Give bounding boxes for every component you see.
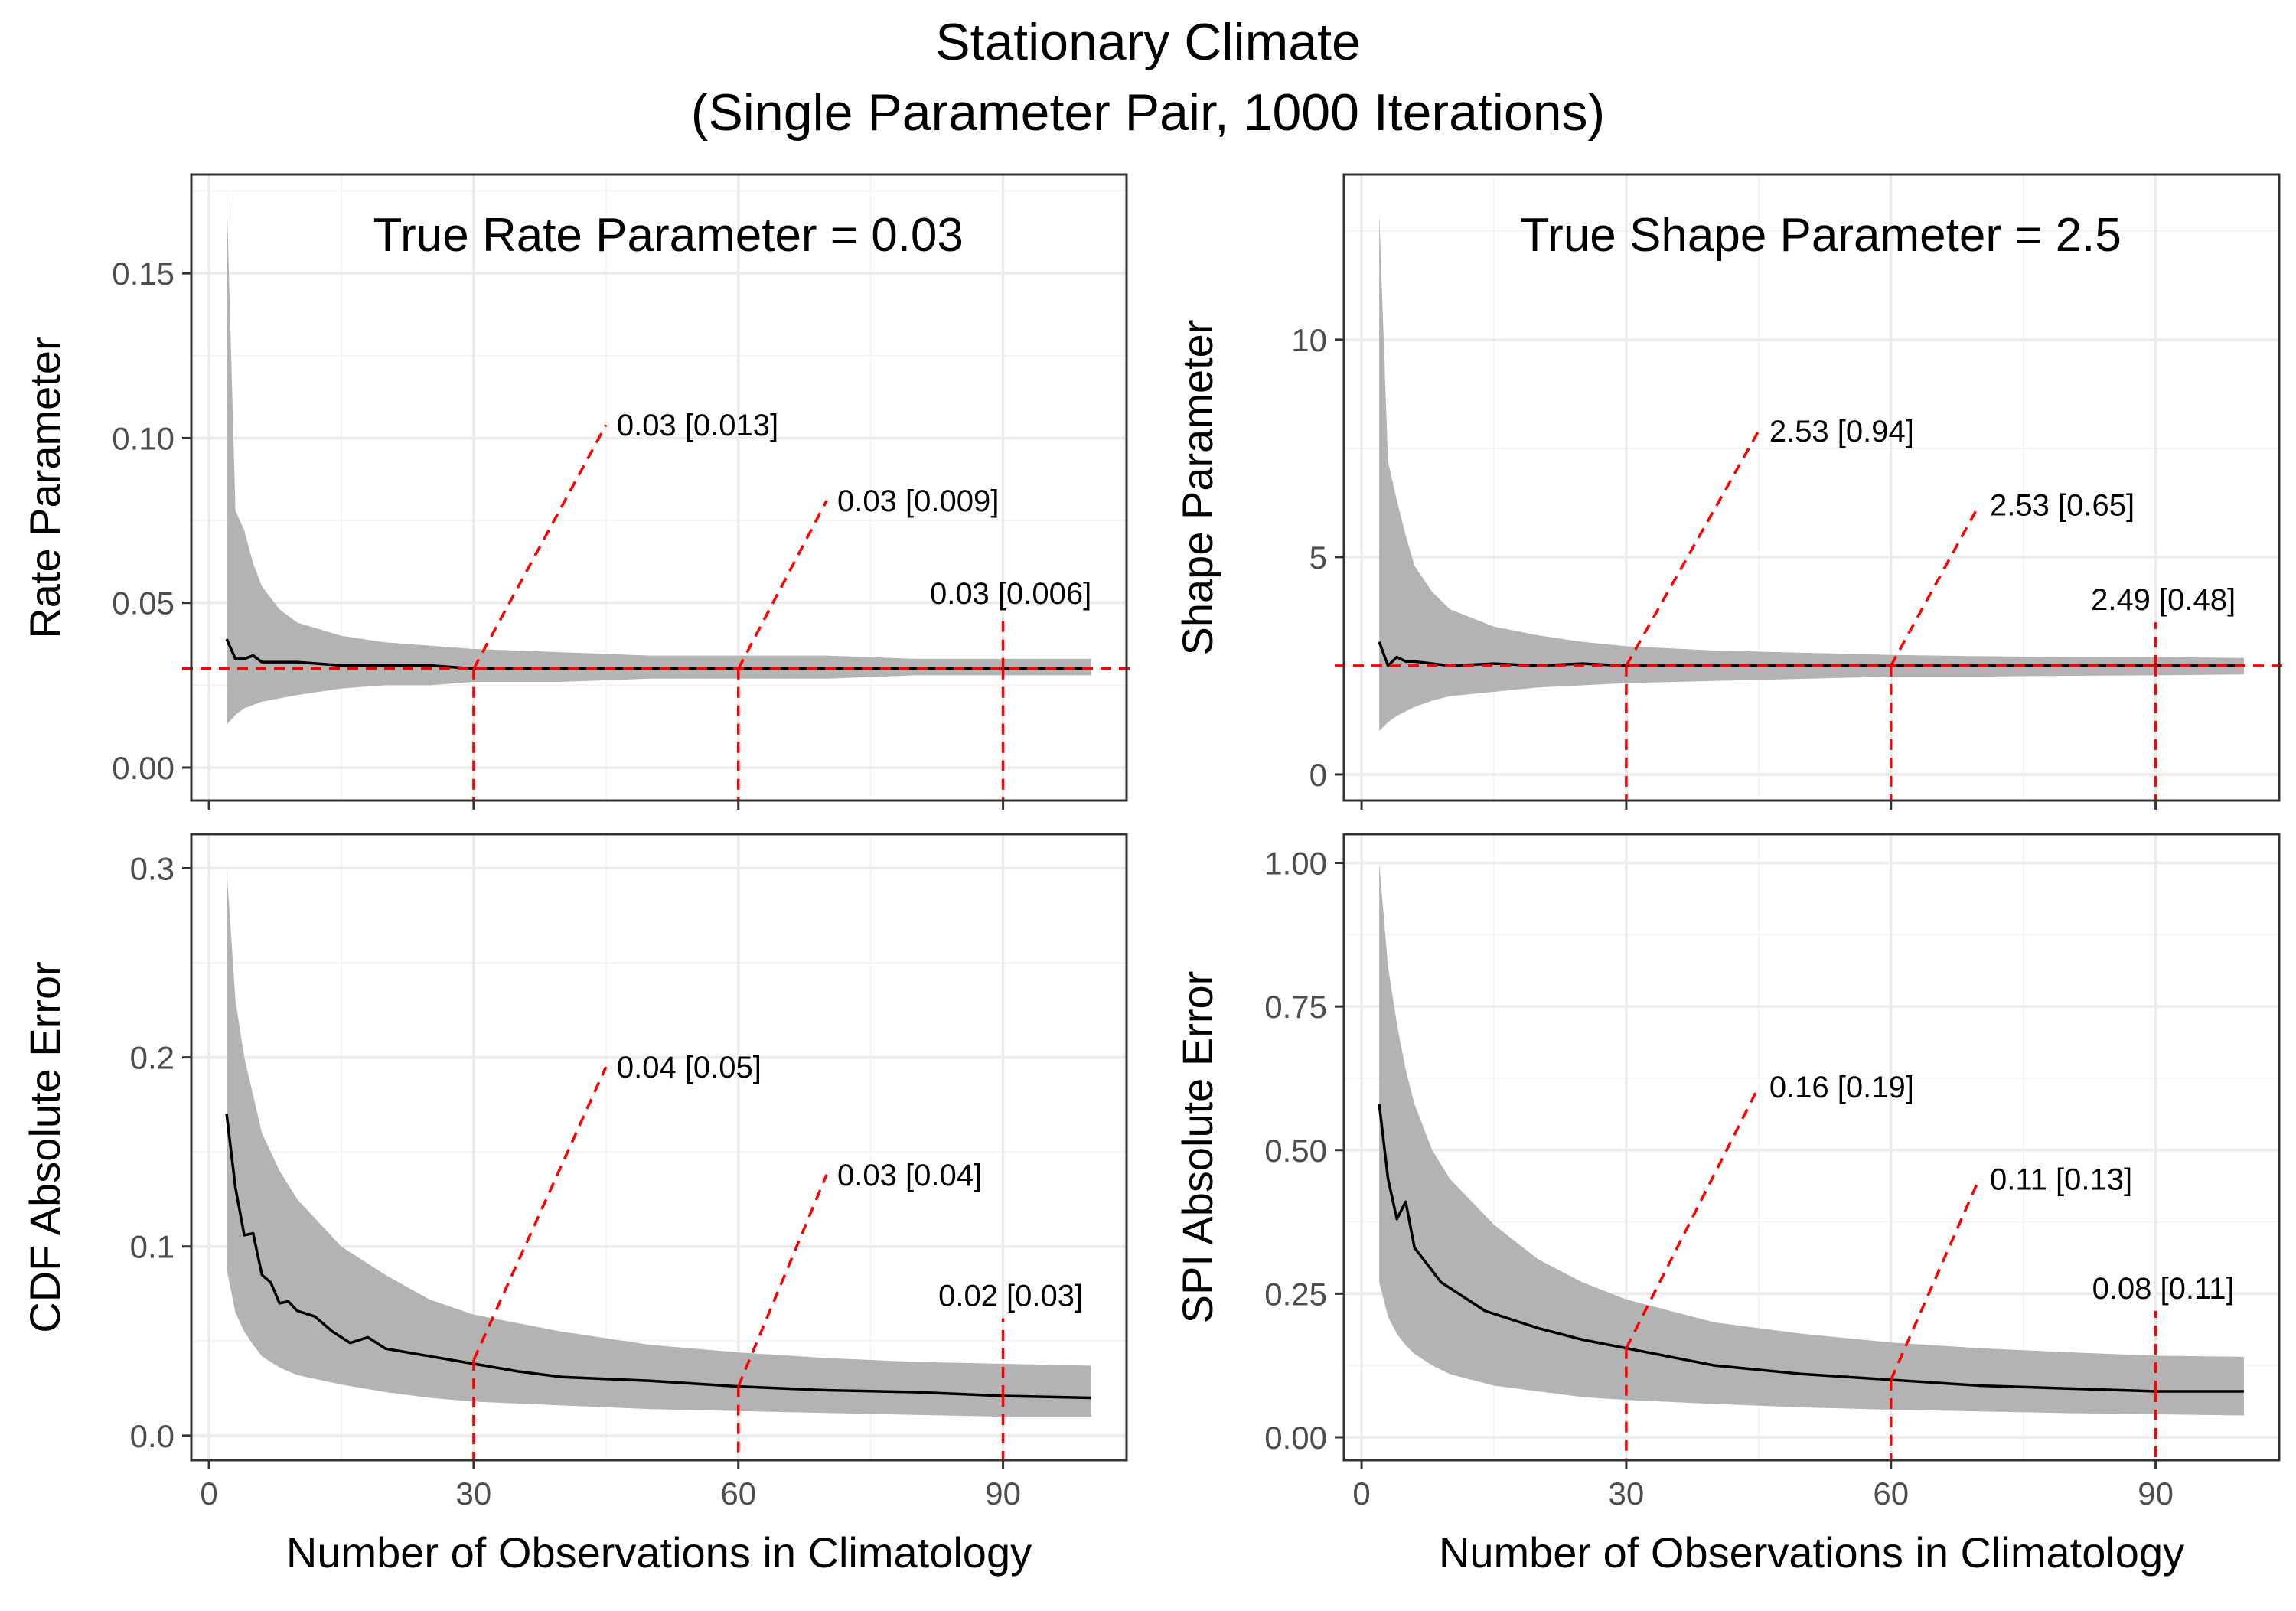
- shape-panel-title: True Shape Parameter = 2.5: [1521, 209, 2122, 262]
- rate-mean-line: [225, 638, 1091, 670]
- cdf-x-axis-label: Number of Observations in Climatology: [286, 1528, 1032, 1577]
- cdf-y-tick-label: 0.0: [130, 1418, 174, 1454]
- spi-x-tick-label: 30: [1609, 1476, 1645, 1512]
- spi-panel-border: [1342, 833, 2281, 1462]
- panel-spi: 0.16 [0.19] 0.11 [0.13] 0.08 [0.11] 0.00 0.2…: [1173, 833, 2281, 1577]
- spi-y-tick-label: 0.50: [1264, 1133, 1327, 1169]
- rate-uncertainty-band: [227, 191, 1091, 725]
- shape-panel-border: [1342, 173, 2281, 802]
- rate-y-tick-label: 0.10: [112, 420, 174, 456]
- spi-x-tick-label: 60: [1873, 1476, 1909, 1512]
- rate-annotation-label: 0.03 [0.009]: [837, 484, 999, 518]
- cdf-uncertainty-band: [227, 868, 1091, 1417]
- spi-annotation-label: 0.16 [0.19]: [1769, 1071, 1914, 1104]
- shape-annotation-label: 2.53 [0.94]: [1769, 415, 1914, 448]
- shape-uncertainty-band: [1379, 214, 2244, 732]
- cdf-x-tick-label: 90: [985, 1476, 1021, 1512]
- rate-plot-background: [191, 174, 1127, 801]
- cdf-x-tick-label: 30: [456, 1476, 492, 1512]
- cdf-annotation-label: 0.02 [0.03]: [938, 1280, 1083, 1313]
- cdf-mean-line: [225, 1114, 1091, 1400]
- rate-annotation-label: 0.03 [0.006]: [930, 577, 1091, 611]
- spi-annotation-label: 0.11 [0.13]: [1990, 1163, 2132, 1196]
- rate-y-tick-label: 0.15: [112, 256, 174, 292]
- spi-uncertainty-band: [1379, 863, 2244, 1416]
- cdf-y-tick-label: 0.3: [130, 850, 174, 886]
- spi-y-tick-label: 0.00: [1264, 1420, 1327, 1456]
- spi-y-axis-label: SPI Absolute Error: [1173, 971, 1221, 1324]
- cdf-panel-border: [190, 833, 1128, 1462]
- spi-x-axis-label: Number of Observations in Climatology: [1439, 1528, 2184, 1577]
- cdf-annotation-leader: [737, 1174, 828, 1388]
- spi-x-tick-label: 90: [2138, 1476, 2174, 1512]
- spi-mean-line: [1378, 1104, 2244, 1393]
- spi-y-tick-label: 0.25: [1264, 1276, 1327, 1312]
- shape-annotation-label: 2.53 [0.65]: [1990, 489, 2135, 523]
- cdf-annotation-label: 0.04 [0.05]: [617, 1051, 762, 1084]
- shape-annotation-leader: [1890, 504, 1981, 667]
- cdf-y-tick-label: 0.2: [130, 1040, 174, 1076]
- spi-annotation-leader: [1625, 1086, 1760, 1349]
- panel-shape: 2.53 [0.94] 2.53 [0.65] 2.49 [0.48] True Sh…: [1173, 173, 2288, 810]
- spi-x-tick-label: 0: [1352, 1476, 1370, 1512]
- shape-y-tick-label: 5: [1309, 540, 1327, 576]
- cdf-x-tick-label: 60: [720, 1476, 756, 1512]
- shape-y-tick-label: 0: [1309, 757, 1327, 793]
- cdf-annotation-label: 0.03 [0.04]: [837, 1159, 982, 1192]
- rate-annotation-leader: [737, 500, 828, 670]
- panel-rate: 0.03 [0.013] 0.03 [0.009] 0.03 [0.006] True…: [21, 173, 1136, 810]
- shape-y-axis-label: Shape Parameter: [1173, 320, 1221, 656]
- spi-annotation-label: 0.08 [0.11]: [2092, 1272, 2235, 1306]
- panel-cdf: 0.04 [0.05] 0.03 [0.04] 0.02 [0.03] 0.0 0.1 0…: [21, 833, 1128, 1577]
- rate-annotation-label: 0.03 [0.013]: [617, 409, 778, 442]
- rate-panel-border: [190, 173, 1128, 802]
- figure-title-line2: (Single Parameter Pair, 1000 Iterations): [691, 83, 1605, 142]
- panels: 0.03 [0.013] 0.03 [0.009] 0.03 [0.006] True…: [21, 173, 2288, 1577]
- shape-annotation-label: 2.49 [0.48]: [2091, 583, 2236, 617]
- rate-y-axis-label: Rate Parameter: [21, 336, 69, 638]
- shape-y-tick-label: 10: [1291, 322, 1327, 358]
- cdf-x-tick-label: 0: [200, 1476, 217, 1512]
- rate-y-tick-label: 0.05: [112, 585, 174, 621]
- rate-y-tick-label: 0.00: [112, 750, 174, 786]
- spi-y-tick-label: 1.00: [1264, 846, 1327, 882]
- spi-y-tick-label: 0.75: [1264, 989, 1327, 1025]
- rate-annotation-leader: [472, 424, 608, 670]
- cdf-y-tick-label: 0.1: [130, 1229, 174, 1265]
- shape-plot-background: [1344, 174, 2279, 801]
- rate-panel-title: True Rate Parameter = 0.03: [373, 209, 964, 262]
- shape-annotation-leader: [1625, 430, 1760, 667]
- figure-title-line1: Stationary Climate: [935, 13, 1361, 71]
- cdf-y-axis-label: CDF Absolute Error: [21, 961, 69, 1333]
